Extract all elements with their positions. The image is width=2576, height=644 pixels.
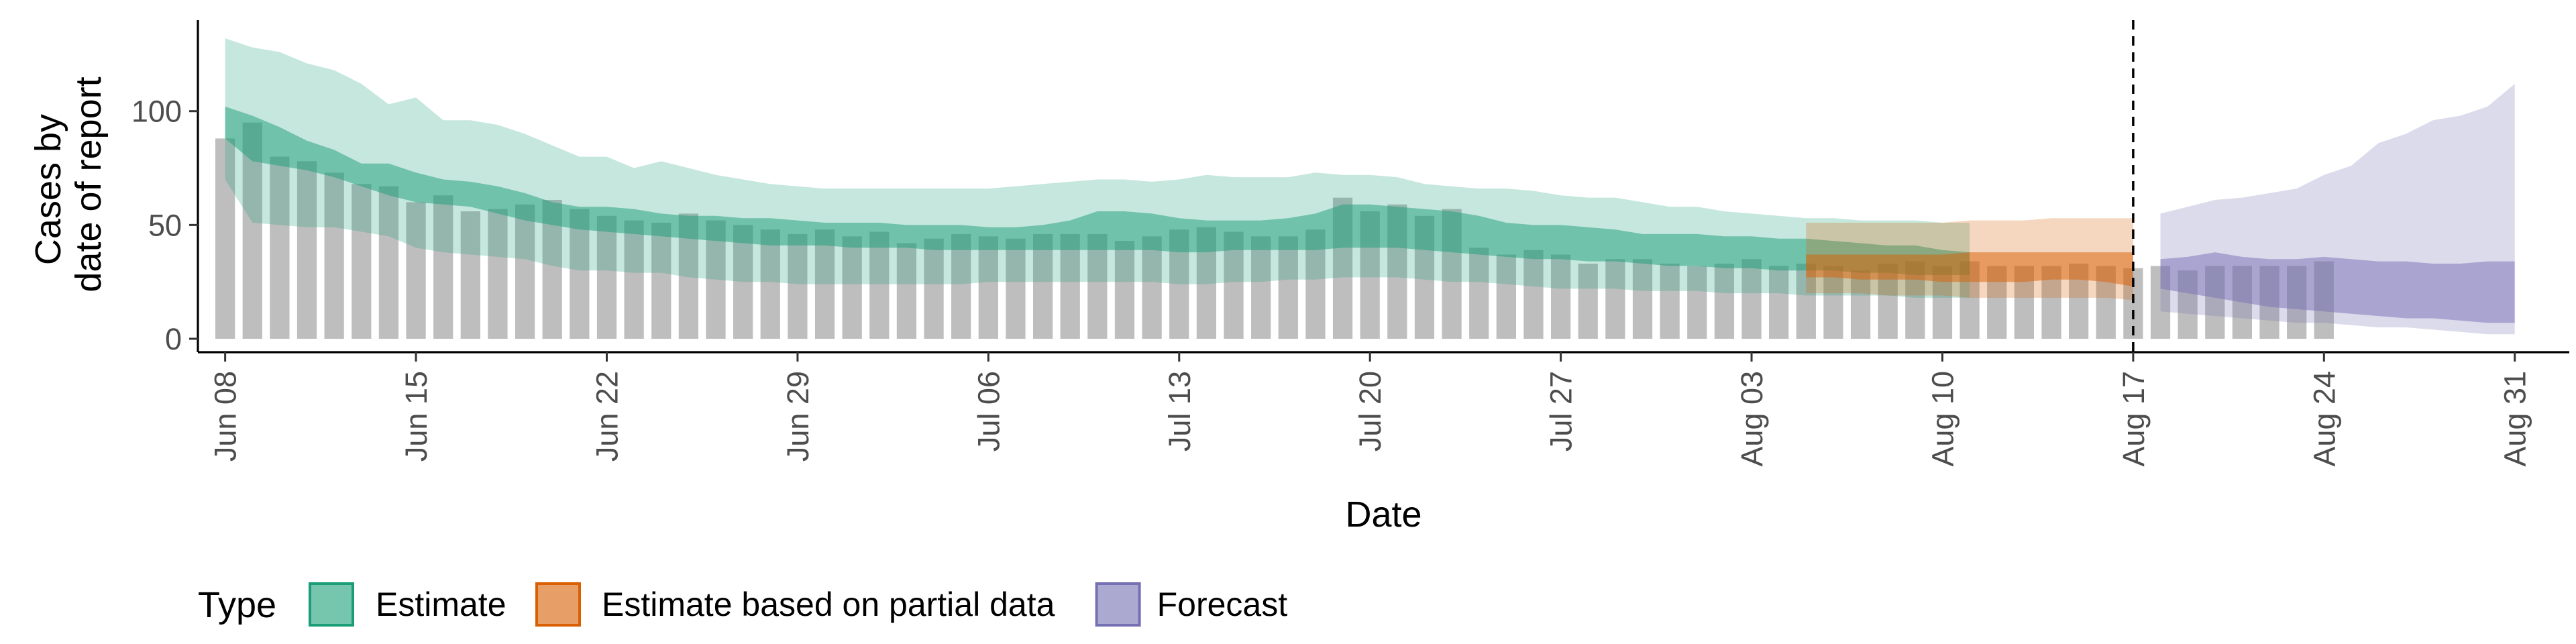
x-tick-label: Jul 20 xyxy=(1353,371,1387,451)
x-tick-label: Jun 15 xyxy=(399,371,433,462)
x-tick-label: Aug 17 xyxy=(2116,371,2151,467)
case-bar xyxy=(488,209,508,339)
case-bar xyxy=(1687,266,1707,339)
case-bar xyxy=(924,238,944,339)
legend-label-forecast: Forecast xyxy=(1157,586,1288,623)
case-bar xyxy=(951,233,971,339)
case-bar xyxy=(869,231,890,339)
legend-title: Type xyxy=(198,585,276,625)
x-tick-label: Jun 22 xyxy=(590,371,624,462)
case-bar xyxy=(624,220,644,339)
case-bar xyxy=(297,161,317,339)
case-bar xyxy=(760,229,780,339)
legend-key-partial-estimate xyxy=(535,582,581,627)
forecast-ribbon-50 xyxy=(2160,252,2515,323)
case-bar xyxy=(1660,264,1680,339)
case-bar xyxy=(1032,233,1053,339)
x-tick-label: Jun 29 xyxy=(781,371,815,462)
axes: 0 50 100 Jun 08 Jun 15 Jun 22 Jun 29 Jul 06 Jul… xyxy=(131,20,2569,467)
y-axis-title-line-1: Cases by xyxy=(28,114,68,265)
x-tick-label: Jul 13 xyxy=(1163,371,1197,451)
case-bar xyxy=(842,236,862,339)
case-bar xyxy=(1114,241,1135,339)
case-bar xyxy=(1142,236,1162,339)
legend-label-partial-estimate: Estimate based on partial data xyxy=(602,586,1055,623)
case-bar xyxy=(596,215,617,339)
legend: Type Estimate Estimate based on partial d… xyxy=(198,582,1288,627)
x-tick-label: Aug 24 xyxy=(2307,371,2341,467)
case-bar xyxy=(406,202,426,339)
case-bar xyxy=(1850,270,1871,339)
legend-item-partial-estimate: Estimate based on partial data xyxy=(535,582,1055,627)
case-bar xyxy=(1714,264,1735,339)
case-bar xyxy=(1578,264,1598,339)
case-bar xyxy=(1769,266,1789,339)
y-tick-label: 100 xyxy=(131,95,182,129)
case-bar xyxy=(1523,250,1544,339)
case-bar xyxy=(1550,254,1571,339)
case-bar xyxy=(1632,259,1653,339)
estimate-ribbon-50 xyxy=(225,106,1970,275)
y-axis-title-line-2: date of report xyxy=(68,76,109,292)
case-bar xyxy=(460,211,480,339)
estimate-ribbons xyxy=(225,38,2515,335)
legend-item-forecast: Forecast xyxy=(1095,582,1288,627)
x-axis-title: Date xyxy=(1345,494,1421,535)
case-bar xyxy=(352,184,372,339)
legend-key-estimate xyxy=(309,582,354,627)
case-bar xyxy=(570,209,590,339)
case-bar xyxy=(270,156,290,339)
x-tick-label: Jul 06 xyxy=(971,371,1006,451)
y-tick-label: 0 xyxy=(165,322,182,356)
y-axis-ticks: 0 50 100 xyxy=(131,95,198,356)
case-bar xyxy=(651,222,672,339)
x-tick-label: Aug 03 xyxy=(1735,371,1769,467)
x-tick-label: Aug 31 xyxy=(2498,371,2532,467)
y-axis-title: Cases by date of report xyxy=(28,76,109,292)
legend-label-estimate: Estimate xyxy=(376,586,506,623)
case-bar xyxy=(814,229,835,339)
case-bar xyxy=(1469,248,1489,339)
case-bar xyxy=(1251,236,1271,339)
legend-key-forecast xyxy=(1095,582,1141,627)
case-bar xyxy=(378,186,399,339)
legend-item-estimate: Estimate xyxy=(309,582,506,627)
case-bar xyxy=(1278,236,1298,339)
case-bar xyxy=(1741,259,1762,339)
case-bar xyxy=(978,236,998,339)
x-tick-label: Jul 27 xyxy=(1544,371,1578,451)
case-bar xyxy=(1060,233,1080,339)
case-bar xyxy=(324,172,344,339)
case-bar xyxy=(433,195,453,339)
case-bar xyxy=(215,138,235,339)
case-bar xyxy=(788,233,808,339)
x-tick-label: Aug 10 xyxy=(1925,371,1960,467)
case-bar xyxy=(1605,259,1625,339)
case-bar xyxy=(1006,238,1026,339)
case-bar xyxy=(1496,254,1516,339)
case-bar xyxy=(1087,233,1108,339)
case-bar xyxy=(733,225,753,339)
case-bar xyxy=(896,243,917,339)
x-tick-label: Jun 08 xyxy=(209,371,243,462)
x-axis-ticks: Jun 08 Jun 15 Jun 22 Jun 29 Jul 06 Jul 13 Jul … xyxy=(209,352,2532,467)
y-tick-label: 50 xyxy=(148,208,182,242)
case-bar xyxy=(1823,266,1843,339)
case-bar xyxy=(515,204,535,339)
partial-estimate-ribbon-50 xyxy=(1806,252,2133,286)
